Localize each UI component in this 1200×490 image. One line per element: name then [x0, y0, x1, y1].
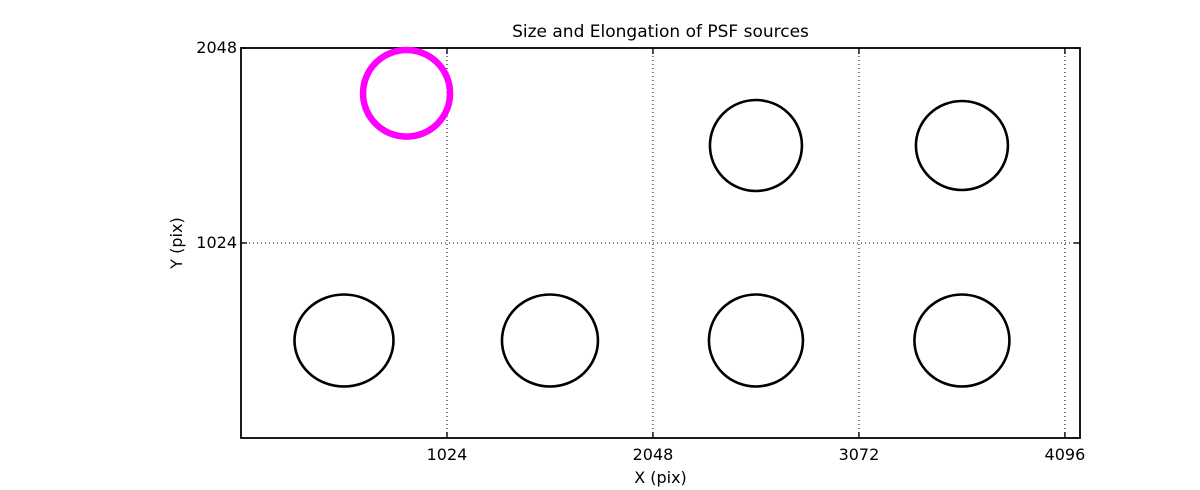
psf-source-flagged	[359, 46, 454, 140]
psf-source	[707, 293, 805, 388]
psf-source	[500, 293, 600, 388]
chart-title: Size and Elongation of PSF sources	[512, 22, 809, 42]
x-tick-label-3072: 3072	[838, 445, 880, 464]
psf-source	[708, 98, 804, 193]
psf-source	[914, 99, 1010, 192]
axes-border	[240, 47, 1081, 439]
x-tick-label-2048: 2048	[632, 445, 674, 464]
x-tick-label-1024: 1024	[426, 445, 468, 464]
x-tick-label-4096: 4096	[1044, 445, 1086, 464]
y-tick-label-2048: 2048	[196, 38, 237, 57]
y-tick-label-1024: 1024	[196, 233, 237, 252]
psf-source	[913, 293, 1011, 388]
x-axis-label: X (pix)	[634, 468, 687, 487]
psf-source	[293, 293, 395, 388]
